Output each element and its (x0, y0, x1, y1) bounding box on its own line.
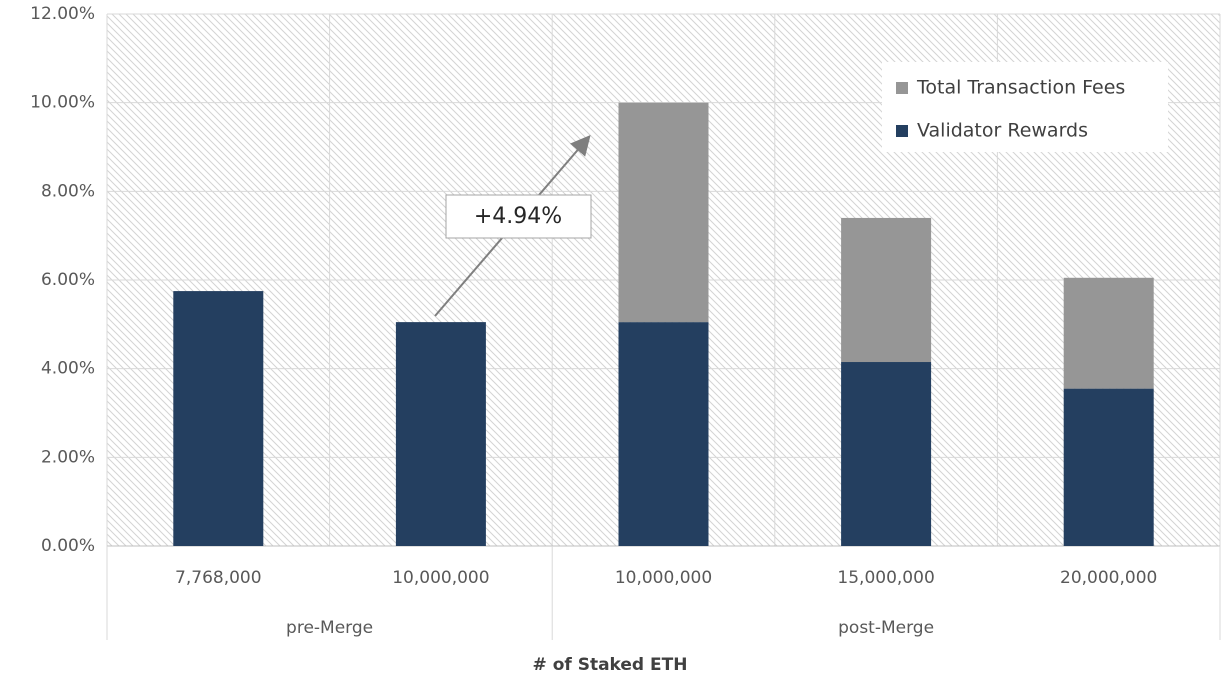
x-tick-label: 10,000,000 (615, 568, 712, 588)
legend-swatch (896, 82, 908, 94)
x-tick-label: 20,000,000 (1060, 568, 1157, 588)
annotation-text: +4.94% (474, 204, 562, 229)
y-tick-label: 12.00% (30, 4, 95, 24)
y-tick-label: 8.00% (41, 181, 95, 201)
y-tick-label: 2.00% (41, 447, 95, 467)
x-axis-title: # of Staked ETH (533, 655, 688, 675)
x-tick-label: 7,768,000 (175, 568, 262, 588)
x-tick-label: 15,000,000 (837, 568, 934, 588)
annotation-box (445, 194, 592, 239)
bar-segment (173, 291, 264, 546)
legend-swatch (896, 125, 908, 137)
bar-segment (618, 322, 709, 546)
legend-box (882, 62, 1168, 152)
bar-segment (841, 362, 932, 546)
group-label: post-Merge (838, 618, 934, 638)
bar-segment (1063, 277, 1154, 389)
bar-segment (395, 322, 486, 546)
y-tick-label: 0.00% (41, 536, 95, 556)
bar-segment (618, 102, 709, 323)
y-tick-label: 6.00% (41, 270, 95, 290)
legend-label: Total Transaction Fees (916, 77, 1125, 99)
y-tick-label: 10.00% (30, 93, 95, 113)
group-label: pre-Merge (286, 618, 373, 638)
bar-segment (841, 217, 932, 363)
x-tick-label: 10,000,000 (392, 568, 489, 588)
bar-segment (1063, 388, 1154, 546)
legend-label: Validator Rewards (917, 120, 1088, 142)
y-tick-label: 4.00% (41, 359, 95, 379)
